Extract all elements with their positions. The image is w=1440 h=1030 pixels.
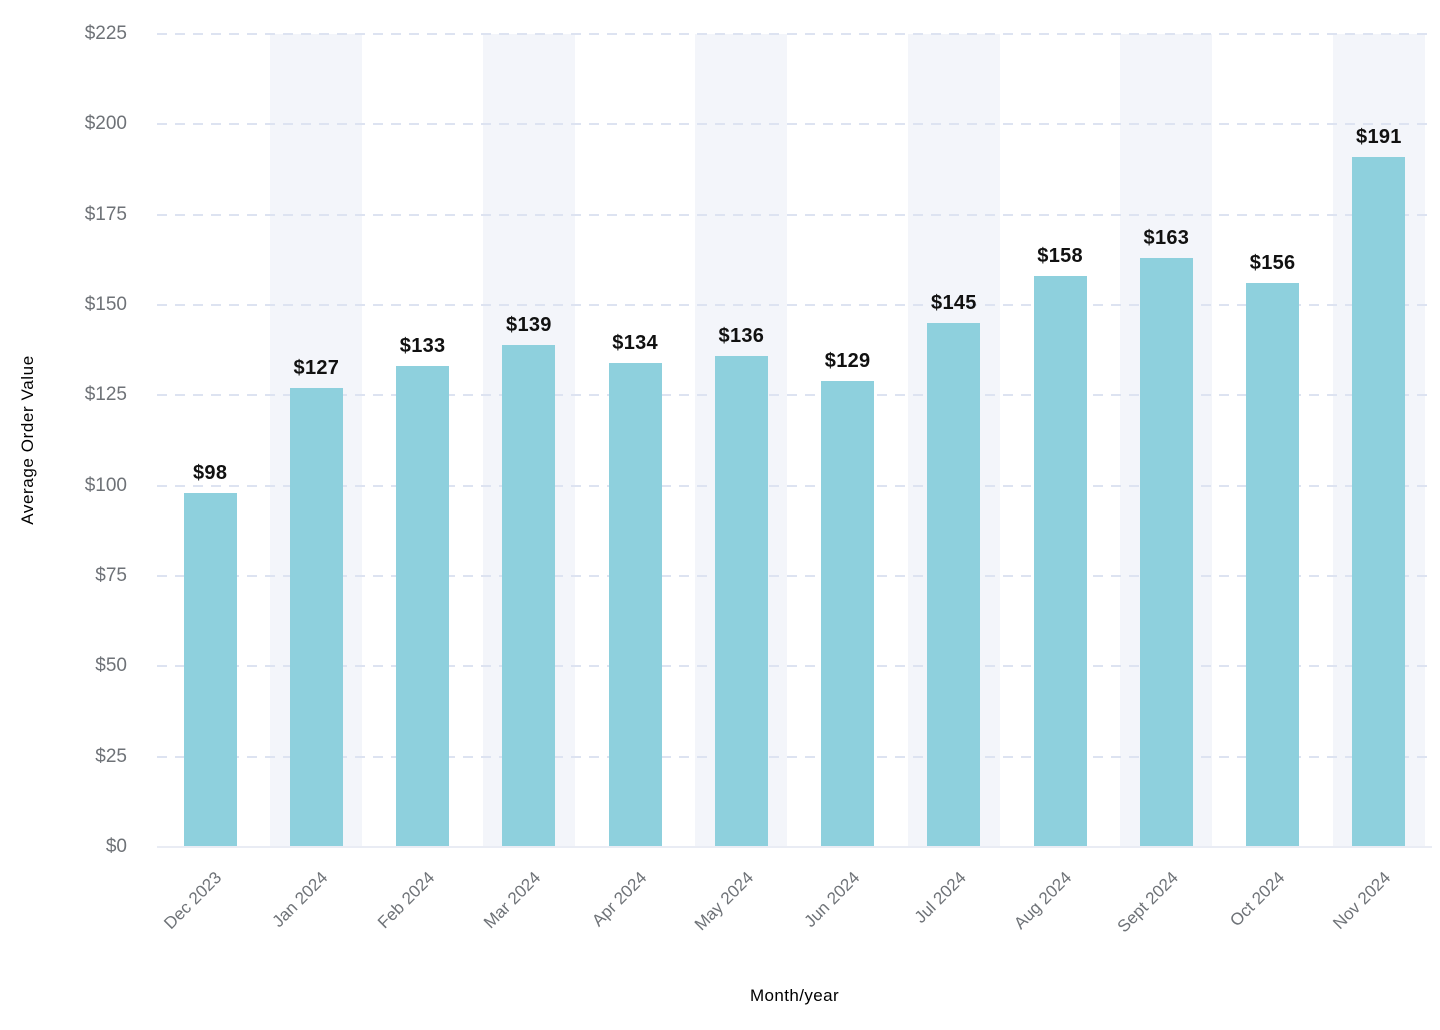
- bar-value-label: $158: [1037, 245, 1083, 268]
- y-tick-label: $75: [95, 565, 127, 586]
- bar: [396, 366, 450, 847]
- y-tick-label: $150: [84, 294, 127, 315]
- bar: [1139, 258, 1193, 847]
- y-tick-label: $200: [84, 113, 127, 135]
- bar-value-label: $191: [1356, 125, 1402, 148]
- y-tick-label: $100: [84, 474, 127, 496]
- gridline: [157, 213, 1432, 216]
- x-tick-label: May 2024: [690, 868, 757, 935]
- x-tick-label: Dec 2023: [160, 868, 226, 933]
- y-tick-label: $175: [84, 203, 127, 225]
- bar: [289, 388, 343, 847]
- x-tick-label: Apr 2024: [588, 868, 651, 931]
- gridline: [157, 755, 1432, 758]
- x-tick-label: Oct 2024: [1225, 868, 1289, 931]
- bar: [1033, 276, 1087, 847]
- bar-value-label: $156: [1249, 252, 1296, 275]
- y-tick-label: $225: [84, 23, 127, 44]
- bar: [183, 492, 237, 847]
- bar-value-label: $133: [399, 335, 446, 358]
- x-tick-label: Jul 2024: [910, 868, 970, 927]
- bar: [1246, 283, 1300, 847]
- bar-value-label: $98: [192, 461, 228, 484]
- gridline: [157, 123, 1432, 126]
- gridline: [157, 304, 1432, 306]
- y-axis-title: Average Order Value: [18, 355, 37, 525]
- gridline: [157, 575, 1432, 577]
- bar: [1352, 156, 1406, 847]
- x-tick-label: Aug 2024: [1010, 868, 1076, 933]
- x-axis-baseline: [157, 846, 1432, 848]
- y-tick-label: $125: [84, 384, 127, 406]
- bar-value-label: $139: [506, 313, 552, 336]
- bar: [608, 362, 662, 847]
- x-tick-label: Sept 2024: [1113, 868, 1182, 937]
- x-tick-label: Jan 2024: [268, 868, 332, 931]
- y-tick-label: $50: [95, 655, 127, 677]
- x-tick-label: Feb 2024: [373, 868, 439, 933]
- bar-value-label: $145: [931, 292, 977, 315]
- gridline: [157, 665, 1432, 668]
- x-axis-title: Month/year: [749, 986, 840, 1005]
- y-tick-label: $25: [95, 745, 127, 767]
- bar: [927, 323, 981, 847]
- bar: [714, 355, 768, 847]
- bar-value-label: $163: [1143, 227, 1190, 250]
- bar-value-label: $136: [718, 324, 765, 347]
- y-tick-label: $0: [105, 836, 127, 857]
- gridline: [157, 484, 1432, 487]
- bar: [502, 344, 556, 847]
- gridline: [157, 394, 1432, 397]
- bar-value-label: $129: [824, 349, 871, 372]
- x-tick-label: Nov 2024: [1329, 868, 1395, 933]
- bar-value-label: $134: [612, 331, 658, 354]
- gridline: [157, 33, 1432, 35]
- bar-value-label: $127: [293, 357, 340, 380]
- x-tick-label: Mar 2024: [480, 868, 545, 933]
- x-tick-label: Jun 2024: [800, 868, 864, 931]
- bar: [821, 380, 875, 847]
